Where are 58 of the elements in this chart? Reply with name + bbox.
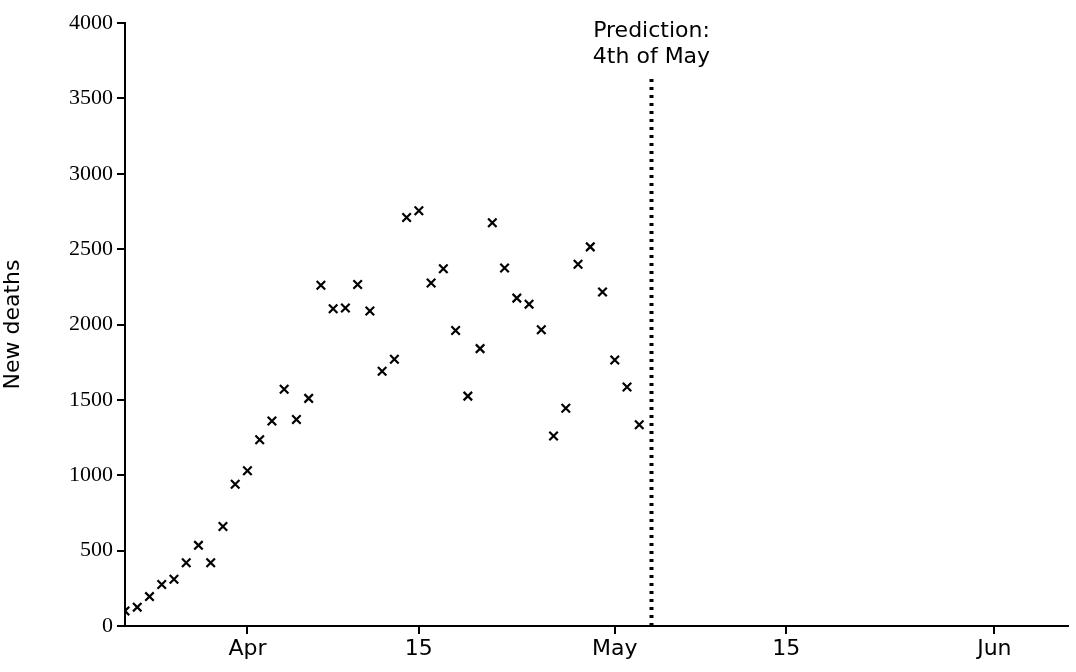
- point: [450, 325, 461, 336]
- y-tick-label: 2000: [69, 310, 113, 336]
- x-tick-label: 15: [772, 634, 801, 660]
- y-tick-label: 500: [80, 536, 113, 562]
- point: [266, 415, 278, 427]
- point: [413, 205, 425, 217]
- point: [242, 465, 253, 477]
- point: [401, 212, 412, 223]
- point: [633, 419, 645, 431]
- point: [621, 381, 633, 393]
- x-tick-label: 15: [404, 634, 433, 660]
- y-tick-label: 0: [102, 611, 113, 637]
- point: [486, 217, 498, 229]
- x-tick-label: May: [592, 634, 638, 660]
- point: [462, 390, 474, 402]
- y-tick-label: 3000: [69, 159, 113, 185]
- point: [229, 478, 241, 490]
- y-tick-label: 3500: [69, 84, 113, 110]
- point: [168, 573, 180, 585]
- point: [560, 402, 572, 414]
- point: [205, 557, 217, 569]
- point: [217, 521, 229, 532]
- point: [511, 292, 523, 304]
- point: [597, 286, 608, 298]
- point: [438, 263, 449, 275]
- y-tick-label: 4000: [69, 8, 113, 34]
- point: [474, 343, 486, 354]
- point: [193, 540, 204, 551]
- y-tick-label: 1000: [69, 461, 113, 487]
- point: [548, 430, 559, 442]
- x-tick-label: Jun: [975, 634, 1012, 660]
- ref-line-label: Prediction: 4th of May: [592, 16, 711, 68]
- point: [352, 279, 363, 290]
- point: [499, 262, 510, 274]
- point: [315, 279, 327, 291]
- point: [156, 579, 168, 590]
- point: [144, 591, 155, 602]
- point: [340, 302, 351, 314]
- y-tick-label: 2500: [69, 234, 113, 260]
- y-axis-title: New deaths: [0, 259, 24, 390]
- point: [609, 354, 621, 366]
- point: [254, 434, 266, 446]
- point: [376, 365, 388, 377]
- point: [523, 298, 535, 310]
- point: [535, 324, 547, 336]
- point: [364, 305, 376, 317]
- point: [425, 277, 437, 289]
- point: [303, 393, 314, 404]
- x-tick-label: Apr: [228, 634, 268, 660]
- point: [291, 414, 302, 425]
- point: [278, 383, 290, 395]
- point: [389, 353, 400, 365]
- point: [584, 241, 596, 253]
- point: [180, 557, 192, 569]
- point: [131, 601, 143, 613]
- point: [327, 303, 339, 315]
- y-tick-label: 1500: [69, 385, 113, 411]
- point: [572, 258, 584, 270]
